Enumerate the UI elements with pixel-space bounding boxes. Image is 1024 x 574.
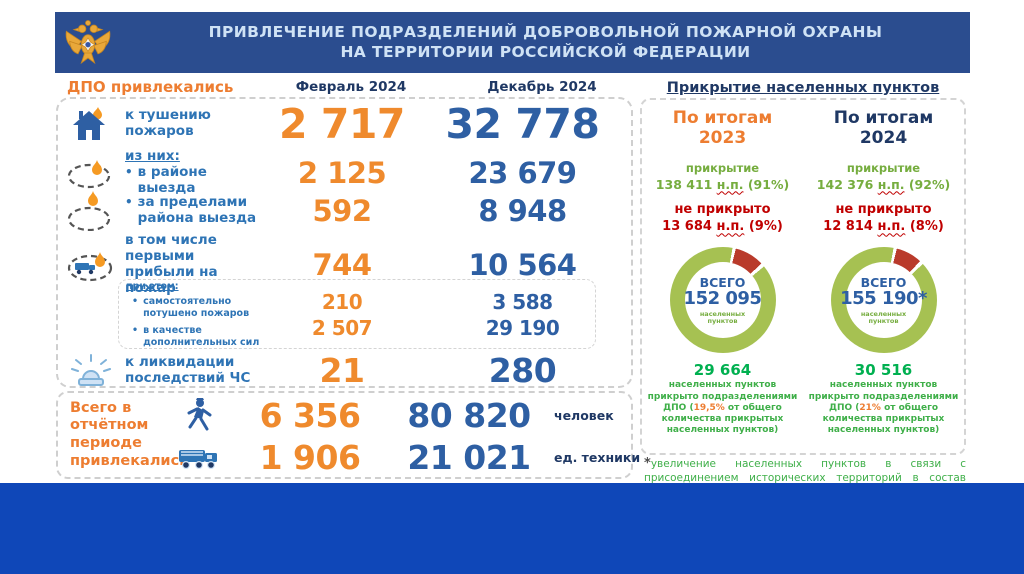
value-out-area-dec: 8 948: [478, 194, 567, 228]
uncovered-2023: не прикрыто 13 684 н.п. (9%): [662, 202, 783, 235]
stats-table: к тушению пожаров 2 717 32 778 из них: •…: [56, 97, 633, 390]
slide-title-line1: ПРИВЛЕЧЕНИЕ ПОДРАЗДЕЛЕНИЙ ДОБРОВОЛЬНОЙ П…: [208, 23, 883, 42]
house-fire-icon: [66, 105, 116, 143]
slide-title: ПРИВЛЕЧЕНИЕ ПОДРАЗДЕЛЕНИЙ ДОБРОВОЛЬНОЙ П…: [121, 12, 970, 73]
donut-chart-2023: ВСЕГО 152 095 населенных пунктов: [669, 247, 776, 354]
value-additional-forces-feb: 2 507: [311, 316, 373, 340]
coverage-title: Прикрытие населенных пунктов: [666, 80, 940, 96]
value-liquidation-dec: 280: [488, 351, 557, 390]
totals-box: Всего в отчётном периоде привлекались 6 …: [56, 391, 641, 479]
outside-district-flame-icon: [66, 191, 116, 231]
label-additional-forces: в качестве дополнительных сил: [143, 325, 260, 349]
value-self-extinguished-feb: 210: [321, 290, 363, 314]
value-first-arrived-feb: 744: [312, 247, 372, 282]
column-header-december: Декабрь 2024: [487, 79, 597, 95]
first-arrived-truck-icon: [66, 246, 116, 284]
coverage-2023: По итогам 2023 прикрытие 138 411 н.п. (9…: [642, 100, 803, 453]
firetruck-icon: [174, 442, 224, 472]
slide-title-line2: НА ТЕРРИТОРИИ РОССИЙСКОЙ ФЕДЕРАЦИИ: [340, 42, 751, 61]
uncovered-2024: не прикрыто 12 814 н.п. (8%): [823, 202, 944, 235]
coverage-panel: По итогам 2023 прикрытие 138 411 н.п. (9…: [640, 98, 966, 455]
pritom-heading: при этом:: [126, 280, 179, 292]
label-first-arrived: в том числе первыми прибыли на пожар: [125, 232, 218, 296]
row-liquidation: к ликвидации последствий ЧС 21 280: [58, 351, 631, 390]
value-self-extinguished-dec: 3 588: [492, 290, 553, 314]
total-people-feb: 6 356: [259, 395, 361, 435]
coverage-2024: По итогам 2024 прикрытие 142 376 н.п. (9…: [803, 100, 964, 453]
value-in-area-feb: 2 125: [297, 155, 387, 190]
firefighter-icon: [174, 397, 224, 433]
covered-2023: прикрытие 138 411 н.п. (91%): [655, 161, 790, 192]
value-additional-forces-dec: 29 190: [485, 316, 560, 340]
totals-label: Всего в отчётном периоде привлекались: [70, 399, 189, 469]
row-out-area: • за пределами района выезда 592 8 948: [58, 189, 631, 233]
unit-equipment: ед. техники: [554, 449, 641, 465]
heading-2023: По итогам 2023: [672, 108, 773, 148]
row-extinguishing: к тушению пожаров 2 717 32 778: [58, 99, 631, 149]
value-liquidation-feb: 21: [319, 351, 365, 390]
total-equipment-dec: 21 021: [407, 437, 531, 477]
value-extinguishing-feb: 2 717: [279, 100, 405, 148]
covered-2024: прикрытие 142 376 н.п. (92%): [816, 161, 951, 192]
dpo-heading: ДПО привлекались: [67, 78, 234, 96]
district-flame-icon: [66, 156, 116, 190]
label-in-area: из них: • в районе выезда: [125, 148, 207, 196]
slide-header: ПРИВЛЕЧЕНИЕ ПОДРАЗДЕЛЕНИЙ ДОБРОВОЛЬНОЙ П…: [55, 12, 970, 73]
unit-people: человек: [554, 407, 614, 423]
donut-chart-2024: ВСЕГО 155 190* населенных пунктов: [830, 247, 937, 354]
column-header-february: Февраль 2024: [295, 79, 407, 95]
bottom-bar: [0, 483, 1024, 574]
total-people-dec: 80 820: [407, 395, 531, 435]
dpo-covered-2024: 30 516 населенных пунктов прикрыто подра…: [808, 361, 959, 436]
row-pritom: при этом: • самостоятельно потушено пожа…: [58, 279, 631, 351]
total-equipment-feb: 1 906: [259, 437, 361, 477]
emercom-emblem-icon: [55, 12, 121, 73]
dpo-covered-2023: 29 664 населенных пунктов прикрыто подра…: [647, 361, 798, 436]
value-in-area-dec: 23 679: [468, 155, 578, 190]
label-out-area: • за пределами района выезда: [125, 194, 257, 226]
label-extinguishing: к тушению пожаров: [125, 107, 211, 139]
label-self-extinguished: самостоятельно потушено пожаров: [143, 295, 250, 319]
label-liquidation: к ликвидации последствий ЧС: [125, 353, 251, 386]
value-first-arrived-dec: 10 564: [468, 247, 578, 282]
pritom-labels: при этом: • самостоятельно потушено пожа…: [58, 281, 268, 349]
row-in-area: из них: • в районе выезда 2 125 23 679: [58, 148, 631, 196]
value-extinguishing-dec: 32 778: [445, 100, 600, 148]
row-first-arrived: в том числе первыми прибыли на пожар 744…: [58, 232, 631, 296]
heading-2024: По итогам 2024: [833, 108, 934, 148]
value-out-area-feb: 592: [312, 194, 372, 228]
siren-icon: [66, 353, 116, 389]
